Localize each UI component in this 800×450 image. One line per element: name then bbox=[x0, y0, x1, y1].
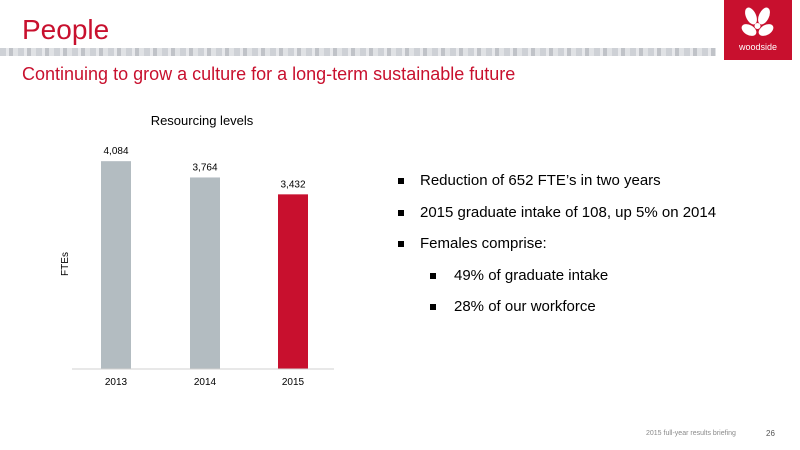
title-band bbox=[0, 48, 716, 56]
bullet-square-icon bbox=[398, 241, 404, 247]
bullet-text: Reduction of 652 FTE’s in two years bbox=[420, 172, 661, 189]
x-tick-label-2013: 2013 bbox=[105, 377, 128, 388]
bullet-text: 2015 graduate intake of 108, up 5% on 20… bbox=[420, 203, 717, 221]
chart-title: Resourcing levels bbox=[151, 113, 254, 128]
bar-2014 bbox=[190, 177, 220, 369]
bullet-item: 2015 graduate intake of 108, up 5% on 20… bbox=[398, 204, 758, 236]
sub-bullet-item: 28% of our workforce bbox=[398, 298, 758, 330]
data-label-2015: 3,432 bbox=[280, 179, 305, 190]
bars-group: 4,084 2013 3,764 2014 3,432 2015 bbox=[101, 146, 308, 388]
slide-title: People bbox=[22, 14, 110, 45]
page-number: 26 bbox=[766, 429, 775, 438]
bullet-list: Reduction of 652 FTE’s in two years 2015… bbox=[398, 172, 758, 330]
bullet-square-icon bbox=[430, 272, 436, 279]
bullet-square-icon bbox=[398, 178, 404, 184]
logo-text: woodside bbox=[738, 42, 778, 52]
company-logo: woodside bbox=[724, 0, 792, 60]
footer-text: 2015 full-year results briefing bbox=[646, 430, 736, 437]
bar-2015 bbox=[278, 194, 308, 369]
slide-subtitle: Continuing to grow a culture for a long-… bbox=[22, 64, 516, 84]
sub-bullet-item: 49% of graduate intake bbox=[398, 267, 758, 299]
bullet-text: Females comprise: bbox=[420, 235, 547, 252]
y-axis-label: FTEs bbox=[60, 252, 71, 276]
woodside-logo-icon bbox=[741, 7, 774, 36]
bullet-text: 28% of our workforce bbox=[454, 298, 596, 315]
bullet-item: Reduction of 652 FTE’s in two years bbox=[398, 172, 758, 204]
bullet-text: 49% of graduate intake bbox=[454, 266, 609, 284]
data-label-2014: 3,764 bbox=[192, 162, 217, 173]
x-tick-label-2014: 2014 bbox=[194, 377, 217, 388]
bullet-item: Females comprise: bbox=[398, 235, 758, 267]
data-label-2013: 4,084 bbox=[103, 146, 128, 157]
x-tick-label-2015: 2015 bbox=[282, 377, 305, 388]
bullet-square-icon bbox=[430, 304, 436, 310]
bar-2013 bbox=[101, 161, 131, 369]
bullet-square-icon bbox=[398, 209, 404, 216]
